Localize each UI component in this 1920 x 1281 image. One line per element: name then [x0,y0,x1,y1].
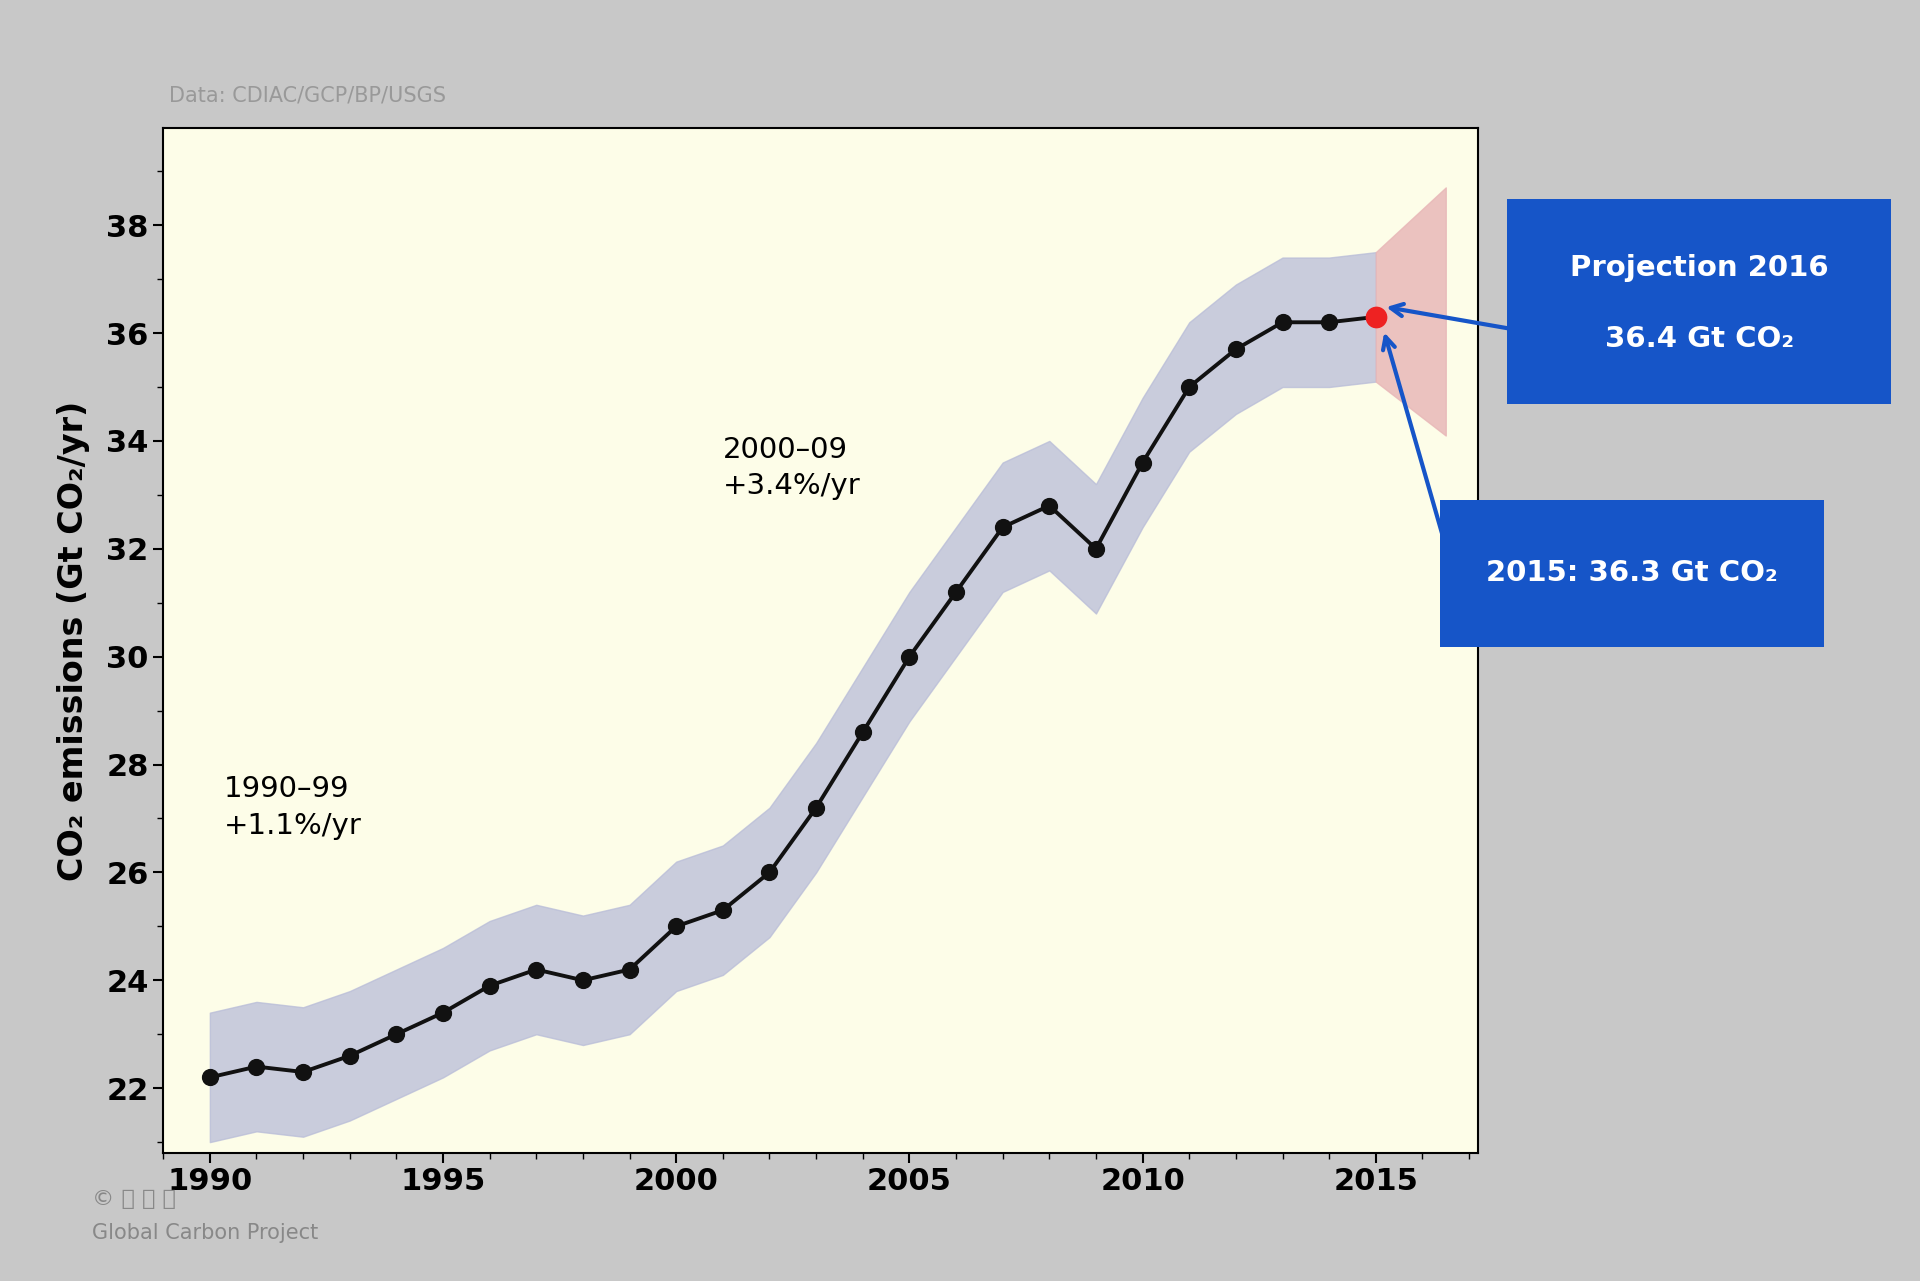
Point [987,518,1018,538]
Point [288,1062,319,1082]
Point [847,722,877,743]
Point [334,1045,365,1066]
Point [1267,313,1298,333]
Point [614,959,645,980]
Point [428,1003,459,1024]
Text: Global Carbon Project: Global Carbon Project [92,1222,319,1243]
Text: 2000–09
+3.4%/yr: 2000–09 +3.4%/yr [722,436,860,501]
Point [895,647,925,667]
Point [1313,313,1344,333]
Point [474,975,505,995]
Point [707,901,737,921]
Point [801,798,831,819]
Text: 2015: 36.3 Gt CO₂: 2015: 36.3 Gt CO₂ [1486,560,1778,587]
Text: © ⓘ Ⓢ Ⓢ: © ⓘ Ⓢ Ⓢ [92,1189,177,1209]
Point [568,970,599,990]
Text: 36.4 Gt CO₂: 36.4 Gt CO₂ [1605,325,1793,354]
Point [1035,496,1066,516]
Y-axis label: CO₂ emissions (Gt CO₂/yr): CO₂ emissions (Gt CO₂/yr) [56,401,90,880]
Point [520,959,551,980]
Point [1221,339,1252,360]
Point [660,916,691,936]
FancyArrowPatch shape [1382,337,1450,557]
Point [1081,538,1112,559]
FancyArrowPatch shape [1390,304,1515,329]
Point [1173,377,1204,397]
Point [1361,306,1392,327]
Point [380,1024,411,1044]
Text: Data: CDIAC/GCP/BP/USGS: Data: CDIAC/GCP/BP/USGS [169,85,445,105]
Point [194,1067,225,1088]
Point [941,582,972,602]
Point [1127,452,1158,473]
Point [755,862,785,883]
Point [1361,306,1392,327]
Point [242,1057,273,1077]
Text: Projection 2016: Projection 2016 [1571,255,1828,282]
Text: 1990–99
+1.1%/yr: 1990–99 +1.1%/yr [225,775,361,840]
